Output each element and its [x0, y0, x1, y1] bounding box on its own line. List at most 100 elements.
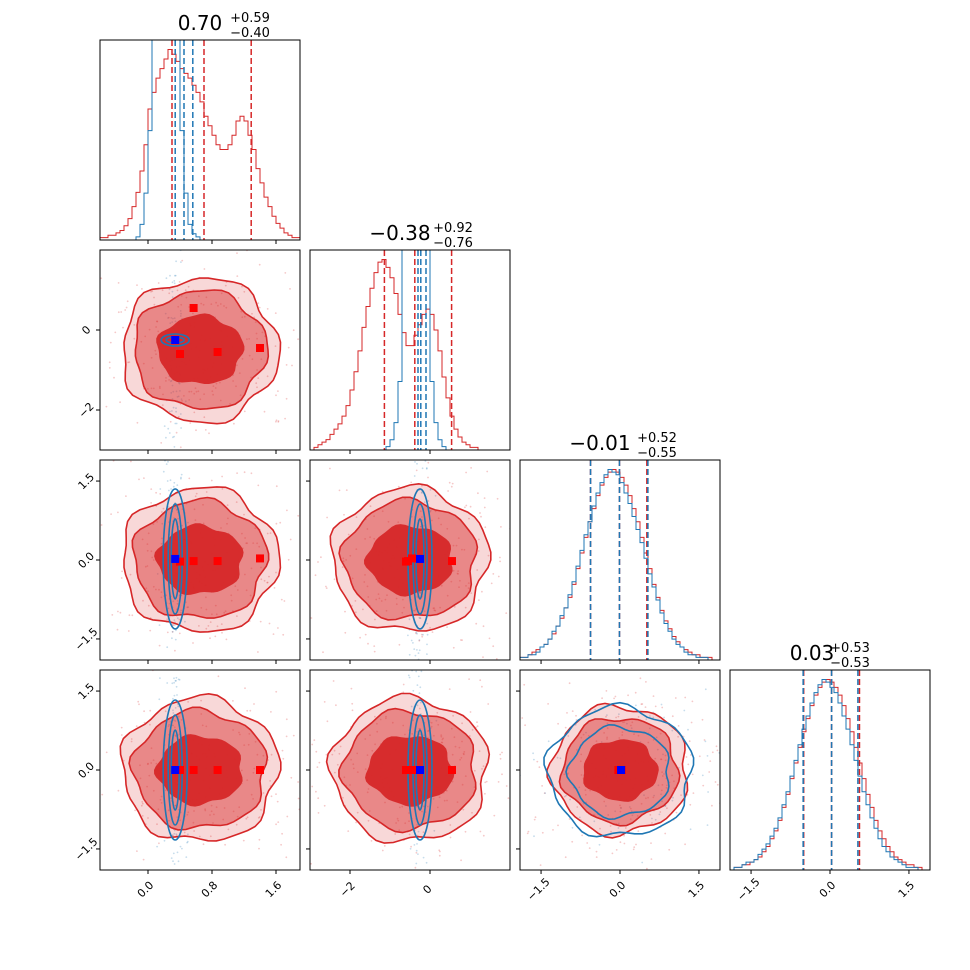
sample-point: [687, 728, 689, 731]
sample-point: [93, 315, 95, 317]
sample-point: [654, 705, 657, 708]
sample-point: [415, 805, 418, 808]
sample-point: [181, 667, 183, 669]
sample-point: [229, 403, 231, 405]
sample-point: [404, 497, 406, 500]
sample-point: [268, 622, 271, 625]
sample-point: [479, 679, 482, 682]
red-mode-marker: [176, 350, 184, 358]
sample-point: [177, 443, 179, 445]
sample-point: [426, 653, 428, 655]
sample-point: [266, 581, 269, 584]
sample-point: [185, 296, 188, 299]
sample-point: [155, 353, 157, 356]
sample-point: [160, 591, 163, 594]
sample-point: [408, 812, 410, 814]
sample-point: [419, 591, 422, 593]
sample-point: [174, 707, 177, 709]
sample-point: [120, 577, 123, 579]
sample-point: [275, 485, 278, 488]
sample-point: [479, 512, 481, 514]
sample-point: [146, 248, 148, 250]
sample-point: [176, 617, 179, 620]
sample-point: [631, 721, 634, 724]
sample-point: [430, 667, 432, 669]
sample-point: [194, 495, 197, 498]
sample-point: [431, 871, 433, 873]
sample-point: [178, 466, 180, 468]
sample-point: [124, 309, 127, 311]
sample-point: [175, 834, 178, 837]
sample-point: [180, 477, 182, 480]
sample-point: [725, 738, 727, 740]
sample-point: [187, 660, 189, 662]
sample-point: [167, 506, 170, 508]
sample-point: [166, 682, 169, 684]
sample-point: [630, 724, 632, 727]
sample-point: [108, 361, 111, 364]
sample-point: [18, 405, 20, 407]
y-tick-label: 0.0: [76, 760, 98, 782]
sample-point: [127, 630, 130, 632]
sample-point: [419, 592, 422, 595]
x-tick-label: −2: [337, 879, 358, 900]
sample-point: [232, 810, 235, 813]
sample-point: [227, 828, 230, 831]
sample-point: [333, 749, 336, 752]
sample-point: [253, 767, 256, 770]
sample-point: [420, 872, 422, 874]
sample-point: [617, 715, 620, 718]
sample-point: [661, 771, 663, 773]
sample-point: [343, 776, 346, 779]
sample-point: [176, 396, 179, 398]
sample-point: [210, 810, 213, 813]
sample-point: [71, 766, 73, 768]
sample-point: [701, 774, 704, 777]
sample-point: [665, 787, 668, 789]
sample-point: [664, 832, 667, 835]
sample-point: [350, 687, 353, 690]
title-param-0: 0.70: [178, 11, 223, 35]
sample-point: [660, 758, 662, 761]
sample-point: [211, 390, 214, 392]
sample-point: [645, 797, 647, 800]
sample-point: [202, 843, 205, 846]
sample-point: [429, 510, 432, 513]
sample-point: [257, 484, 260, 487]
sample-point: [155, 762, 158, 765]
sample-point: [662, 753, 664, 756]
sample-point: [412, 454, 414, 456]
sample-point: [176, 851, 179, 854]
contour-red-2: [154, 523, 244, 596]
sample-point: [415, 469, 418, 472]
sample-point: [704, 740, 707, 743]
sample-point: [277, 627, 279, 629]
sample-point: [408, 618, 411, 621]
sample-point: [533, 758, 535, 761]
sample-point: [177, 517, 180, 520]
sample-point: [652, 796, 655, 799]
sample-point: [433, 607, 436, 609]
sample-point: [161, 511, 163, 513]
sample-point: [161, 522, 164, 525]
sample-point: [252, 771, 255, 774]
sample-point: [446, 594, 449, 597]
sample-point: [155, 588, 157, 591]
sample-point: [666, 807, 668, 810]
sample-point: [203, 662, 205, 664]
sample-point: [250, 472, 253, 475]
frame-1-0: [99, 249, 301, 451]
sample-point: [440, 741, 443, 744]
sample-point: [451, 482, 454, 485]
sample-point: [618, 737, 621, 739]
sample-point: [457, 537, 460, 539]
red-mode-marker: [189, 304, 198, 312]
sample-point: [457, 573, 459, 575]
sample-point: [178, 281, 181, 283]
sample-point: [384, 598, 387, 601]
sample-point: [422, 831, 425, 834]
sample-point: [416, 704, 419, 707]
sample-point: [84, 512, 86, 514]
sample-point: [419, 617, 421, 620]
sample-point: [462, 808, 465, 811]
